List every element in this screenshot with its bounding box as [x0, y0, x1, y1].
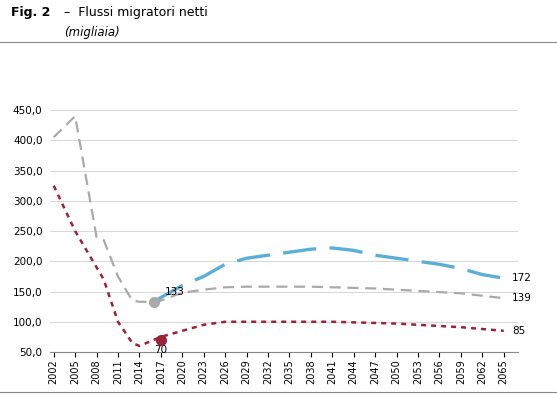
Text: –  Flussi migratori netti: – Flussi migratori netti [64, 6, 208, 19]
Text: 172: 172 [512, 273, 532, 283]
Text: (migliaia): (migliaia) [64, 26, 120, 39]
Text: 139: 139 [512, 293, 532, 303]
Text: Fig. 2: Fig. 2 [11, 6, 51, 19]
Text: 133: 133 [164, 287, 184, 297]
Text: 70: 70 [154, 345, 168, 355]
Text: 85: 85 [512, 326, 526, 336]
